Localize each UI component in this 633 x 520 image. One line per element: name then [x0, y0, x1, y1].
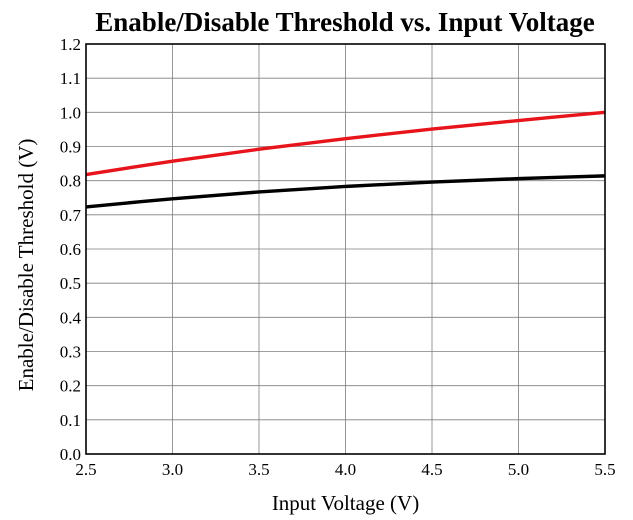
x-tick-label: 4.5: [421, 460, 442, 479]
y-tick-label: 0.6: [60, 240, 81, 259]
y-tick-label: 0.8: [60, 172, 81, 191]
y-tick-label: 0.7: [60, 206, 82, 225]
x-tick-label: 4.0: [335, 460, 356, 479]
plot-area: [85, 43, 606, 455]
x-axis-label: Input Voltage (V): [272, 491, 419, 515]
y-tick-label: 0.9: [60, 138, 81, 157]
y-tick-label: 1.0: [60, 103, 81, 122]
y-tick-label: 0.0: [60, 445, 81, 464]
y-tick-label: 0.2: [60, 377, 81, 396]
x-tick-labels: 2.5 3.0 3.5 4.0 4.5 5.0 5.5: [75, 460, 615, 479]
x-tick-label: 2.5: [75, 460, 96, 479]
y-tick-label: 0.5: [60, 274, 81, 293]
y-tick-label: 0.3: [60, 343, 81, 362]
series-group: [85, 110, 606, 209]
y-tick-label: 1.1: [60, 69, 81, 88]
y-axis-label: Enable/Disable Threshold (V): [14, 139, 38, 392]
x-tick-label: 3.5: [248, 460, 269, 479]
y-tick-label: 0.4: [60, 308, 82, 327]
series-line-black: [85, 174, 606, 209]
y-tick-label: 0.1: [60, 411, 81, 430]
grid: [85, 43, 606, 455]
x-tick-label: 5.5: [594, 460, 615, 479]
series-line-red: [85, 110, 606, 177]
chart-title: Enable/Disable Threshold vs. Input Volta…: [95, 7, 594, 37]
x-tick-label: 3.0: [162, 460, 183, 479]
x-tick-label: 5.0: [508, 460, 529, 479]
y-tick-labels: 0.0 0.1 0.2 0.3 0.4 0.5 0.6 0.7 0.8 0.9 1.0 1.1 1.2: [60, 35, 82, 464]
y-tick-label: 1.2: [60, 35, 81, 54]
